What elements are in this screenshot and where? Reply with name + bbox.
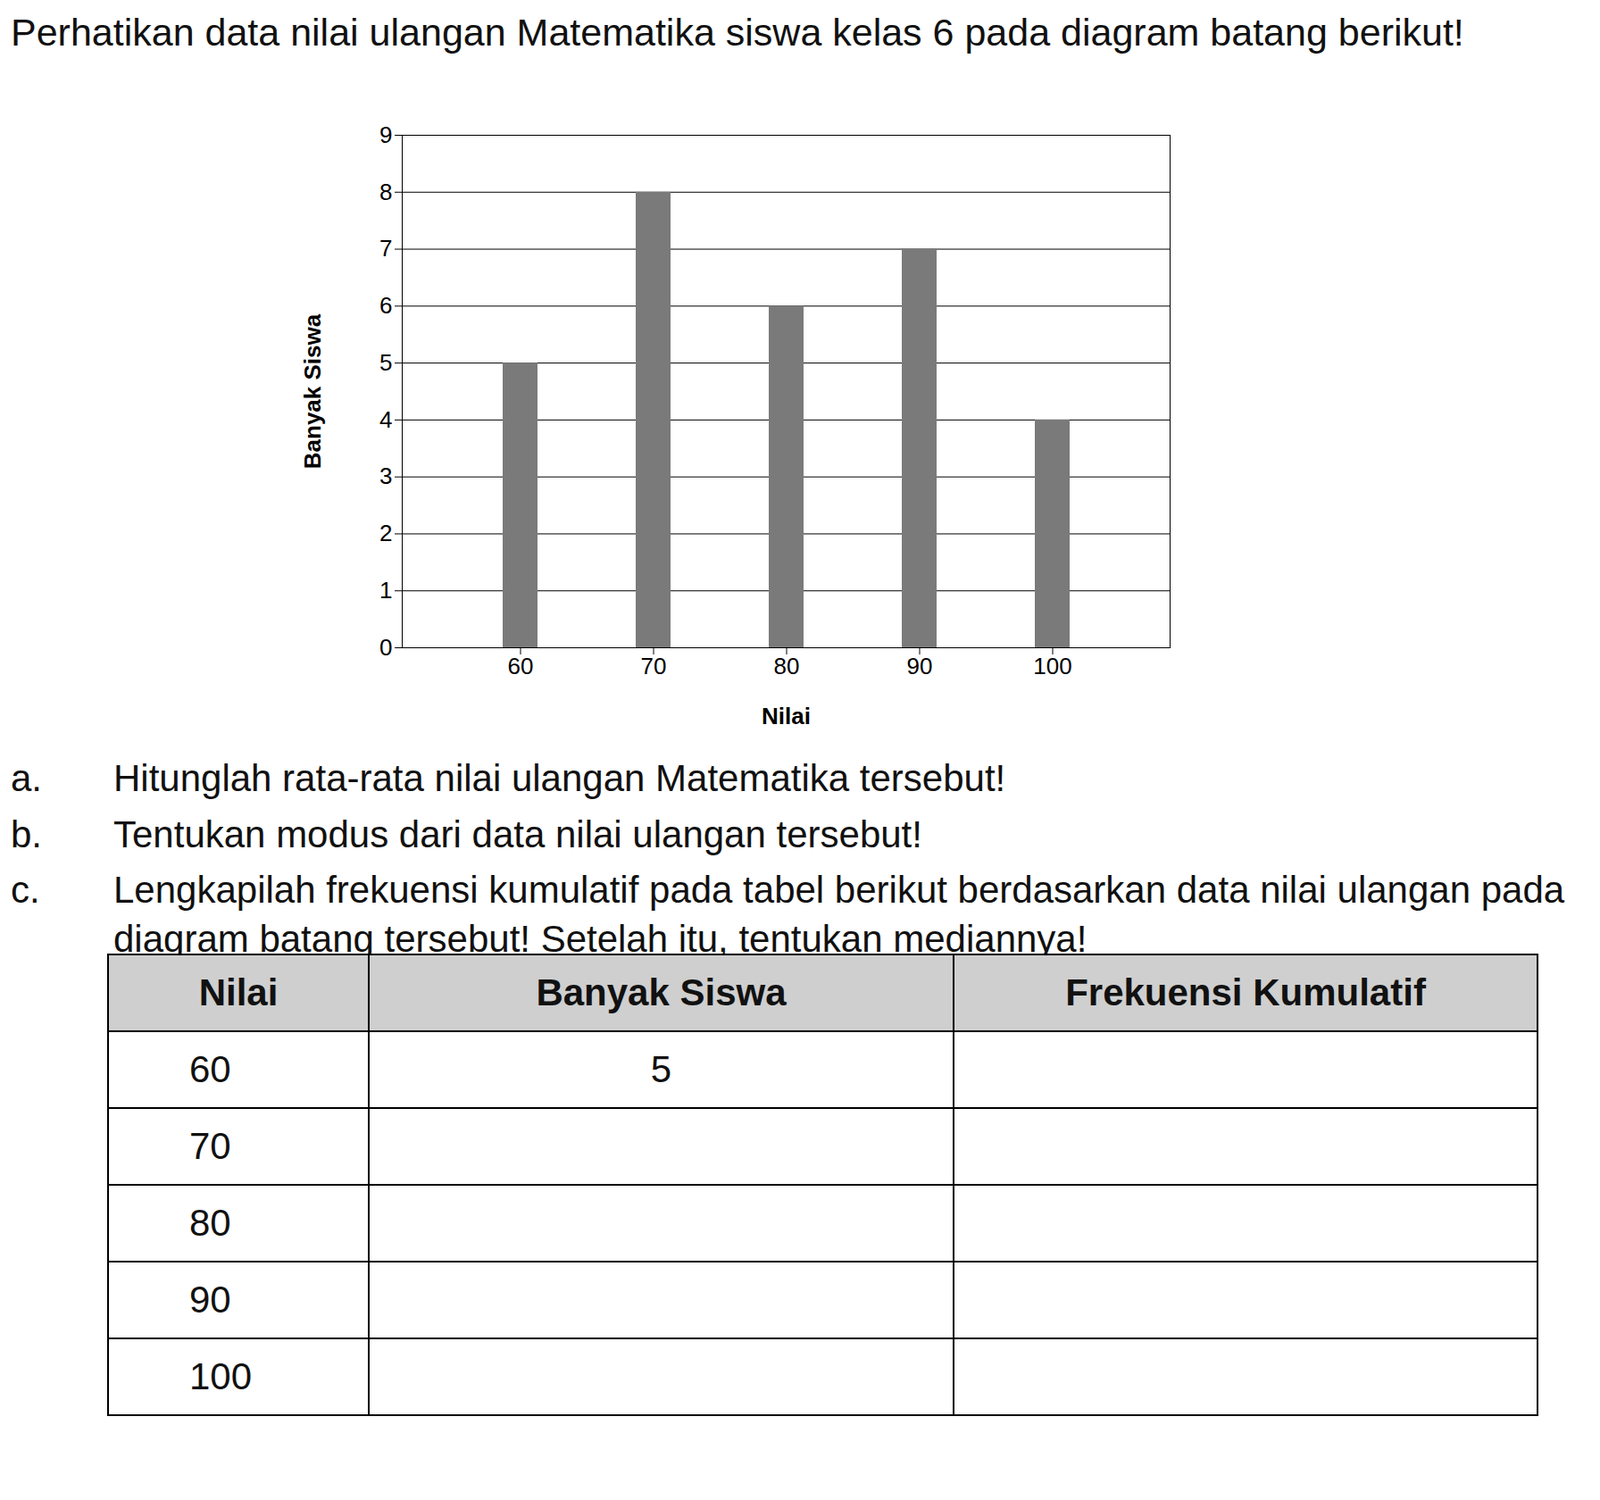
svg-text:2: 2 [379,519,392,547]
html-text:c.: c. [10,868,40,911]
html-text:Lengkapilah frekuensi kumulati: Lengkapilah frekuensi kumulatif pada tab… [113,868,1565,960]
svg-text:60: 60 [508,652,534,680]
html-text:90: 90 [189,1278,231,1321]
svg-text:7: 7 [379,234,392,262]
svg-text:90: 90 [907,652,934,680]
svg-text:100: 100 [1033,652,1072,680]
html-text:70: 70 [189,1125,231,1167]
html-text:a.: a. [10,757,42,800]
svg-text:8: 8 [379,178,392,206]
svg-text:70: 70 [641,652,667,680]
html-text:Tentukan modus dari data nilai: Tentukan modus dari data nilai ulangan t… [113,813,923,855]
html-text:60: 60 [189,1048,231,1091]
svg-text:5: 5 [379,349,392,376]
svg-text:0: 0 [379,633,392,661]
svg-text:9: 9 [379,121,392,149]
svg-text:1: 1 [379,576,392,604]
html-text:Frekuensi Kumulatif: Frekuensi Kumulatif [1065,971,1426,1014]
html-text:Perhatikan data nilai ulangan: Perhatikan data nilai ulangan Matematika… [10,10,1465,54]
svg-text:Nilai: Nilai [761,702,811,730]
svg-text:80: 80 [774,652,800,680]
svg-text:3: 3 [379,462,392,490]
html-text:Hitunglah rata-rata nilai ulan: Hitunglah rata-rata nilai ulangan Matema… [113,757,1006,800]
html-text:Nilai: Nilai [198,971,278,1014]
html-text:80: 80 [189,1201,231,1244]
html-text:Banyak Siswa: Banyak Siswa [536,971,787,1014]
html-text:100: 100 [189,1355,252,1398]
svg-text:6: 6 [379,291,392,319]
html-text:b.: b. [10,813,42,855]
svg-text:Banyak Siswa: Banyak Siswa [299,313,326,469]
html-text:5: 5 [650,1048,672,1091]
svg-text:4: 4 [379,406,392,434]
